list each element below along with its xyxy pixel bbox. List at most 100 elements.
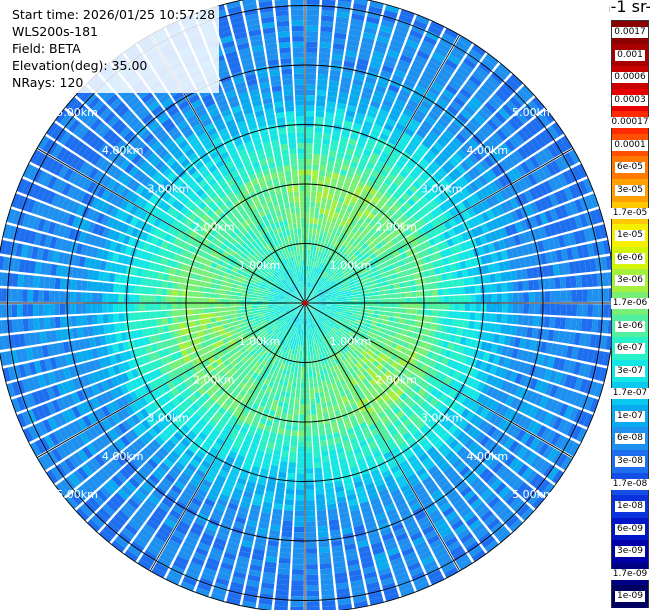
ppi-gate-cell bbox=[183, 467, 194, 477]
ppi-gate-cell bbox=[411, 309, 417, 315]
ppi-gate-cell bbox=[308, 306, 314, 311]
ppi-gate-cell bbox=[380, 169, 389, 178]
ppi-gate-cell bbox=[351, 273, 358, 279]
ppi-gate-cell bbox=[319, 36, 332, 43]
ppi-gate-cell bbox=[300, 313, 303, 319]
ppi-gate-cell bbox=[212, 587, 227, 597]
ppi-gate-cell bbox=[358, 335, 365, 341]
ppi-gate-cell bbox=[228, 432, 237, 441]
ppi-gate-cell bbox=[325, 274, 330, 280]
ppi-gate-cell bbox=[317, 289, 323, 294]
ppi-gate-cell bbox=[490, 376, 499, 387]
ppi-gate-cell bbox=[180, 491, 193, 502]
ppi-gate-cell bbox=[539, 395, 549, 409]
ppi-gate-cell bbox=[417, 209, 426, 218]
ppi-gate-cell bbox=[417, 227, 425, 236]
ppi-gate-cell bbox=[402, 244, 410, 252]
ppi-gate-cell bbox=[309, 296, 314, 300]
ppi-gate-cell bbox=[324, 225, 330, 232]
ppi-gate-cell bbox=[416, 236, 424, 245]
ppi-gate-cell bbox=[504, 369, 513, 381]
ppi-gate-cell bbox=[416, 397, 425, 407]
ppi-gate-cell bbox=[396, 226, 404, 234]
ppi-gate-cell bbox=[437, 152, 448, 163]
ppi-ray bbox=[305, 178, 594, 303]
ppi-gate-cell bbox=[388, 346, 396, 354]
ppi-gate-cell bbox=[586, 318, 593, 332]
ppi-gate-cell bbox=[361, 125, 372, 134]
ppi-gate-cell bbox=[308, 372, 313, 378]
ppi-gate-cell bbox=[482, 332, 490, 342]
ppi-gate-cell bbox=[404, 336, 412, 343]
ppi-gate-cell bbox=[430, 228, 438, 238]
ppi-gate-cell bbox=[370, 100, 381, 109]
ppi-gate-cell bbox=[260, 468, 269, 476]
ppi-gate-cell bbox=[320, 284, 325, 289]
ppi-gate-cell bbox=[478, 62, 493, 75]
ppi-gate-cell bbox=[465, 411, 475, 422]
ppi-gate-cell bbox=[484, 410, 494, 422]
ppi-gate-cell bbox=[320, 224, 326, 231]
ppi-gate-cell bbox=[521, 244, 530, 256]
ppi-gate-cell bbox=[533, 476, 546, 491]
ppi-gate-cell bbox=[364, 353, 372, 360]
ppi-gate-cell bbox=[242, 462, 252, 471]
ppi-gate-cell bbox=[374, 204, 382, 212]
ppi-gate-cell bbox=[295, 500, 305, 506]
ppi-gate-cell bbox=[199, 507, 211, 518]
ppi-gate-cell bbox=[568, 407, 579, 422]
ppi-gate-cell bbox=[476, 448, 487, 460]
ppi-gate-cell bbox=[363, 516, 375, 525]
ppi-gate-cell bbox=[421, 456, 432, 467]
ppi-ray bbox=[305, 135, 573, 303]
ppi-gate-cell bbox=[336, 587, 350, 595]
ppi-gate-cell bbox=[306, 548, 318, 554]
ppi-gate-cell bbox=[332, 48, 344, 56]
ppi-gate-cell bbox=[346, 217, 353, 225]
ppi-gate-cell bbox=[395, 572, 409, 582]
ppi-gate-cell bbox=[356, 457, 366, 466]
ppi-ray bbox=[305, 0, 352, 303]
ppi-gate-cell bbox=[373, 231, 381, 239]
ppi-gate-cell bbox=[366, 316, 373, 321]
ppi-gate-cell bbox=[485, 197, 495, 208]
ppi-gate-cell bbox=[299, 334, 302, 341]
ppi-gate-cell bbox=[390, 150, 401, 160]
ppi-gate-cell bbox=[193, 552, 207, 562]
ppi-gate-cell bbox=[364, 246, 372, 253]
ppi-gate-cell bbox=[510, 325, 518, 336]
ppi-gate-cell bbox=[313, 285, 318, 291]
ppi-gate-cell bbox=[206, 493, 218, 503]
ppi-gate-cell bbox=[402, 108, 414, 118]
ppi-gate-cell bbox=[391, 273, 398, 280]
ppi-gate-cell bbox=[490, 400, 500, 412]
ppi-gate-cell bbox=[410, 458, 421, 469]
ppi-gate-cell bbox=[434, 439, 444, 450]
ppi-gate-cell bbox=[507, 303, 514, 314]
ppi-gate-cell bbox=[355, 356, 362, 363]
ppi-gate-cell bbox=[247, 514, 259, 522]
ppi-gate-cell bbox=[251, 365, 258, 372]
ppi-gate-cell bbox=[477, 88, 490, 101]
ppi-gate-cell bbox=[318, 337, 323, 343]
ppi-gate-cell bbox=[316, 499, 326, 506]
ppi-gate-cell bbox=[327, 438, 335, 446]
ppi-gate-cell bbox=[494, 366, 503, 377]
ppi-gate-cell bbox=[504, 156, 515, 169]
ppi-gate-cell bbox=[483, 79, 497, 93]
ppi-gate-cell bbox=[436, 72, 450, 84]
ppi-gate-cell bbox=[431, 51, 446, 63]
ppi-gate-cell bbox=[353, 73, 365, 82]
ppi-gate-cell bbox=[314, 467, 323, 474]
ppi-gate-cell bbox=[279, 461, 288, 468]
ppi-gate-cell bbox=[384, 298, 391, 303]
ppi-gate-cell bbox=[310, 207, 315, 213]
ppi-gate-cell bbox=[547, 178, 558, 192]
ppi-gate-cell bbox=[356, 107, 367, 116]
ppi-gate-cell bbox=[266, 386, 273, 393]
ppi-gate-cell bbox=[361, 341, 368, 347]
ppi-gate-cell bbox=[398, 155, 408, 165]
ppi-gate-cell bbox=[357, 311, 363, 315]
ppi-gate-cell bbox=[358, 246, 365, 253]
ppi-gate-cell bbox=[345, 363, 352, 370]
